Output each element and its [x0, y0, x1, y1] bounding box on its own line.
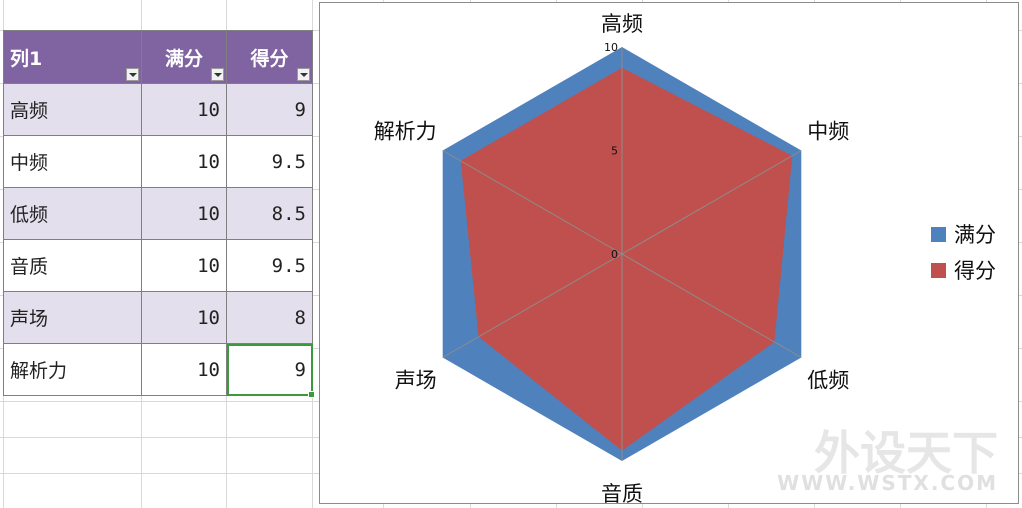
cell-label[interactable]: 低频	[3, 187, 142, 240]
category-label: 高频	[601, 12, 643, 36]
cell-score[interactable]: 9	[226, 83, 313, 136]
data-table: 列1 满分 得分 高频 10 9 中频 10 9.5 低频 10	[3, 30, 315, 398]
cell-label[interactable]: 声场	[3, 291, 142, 344]
legend-label: 满分	[954, 223, 996, 247]
header-row: 列1 满分 得分	[3, 30, 313, 84]
tick-label: 10	[604, 41, 618, 54]
column-header-score[interactable]: 得分	[226, 30, 313, 84]
legend-swatch	[931, 227, 946, 242]
column-header-full[interactable]: 满分	[141, 30, 227, 84]
category-label: 声场	[395, 369, 437, 393]
category-label: 中频	[807, 120, 849, 144]
filter-dropdown-icon[interactable]	[126, 68, 139, 81]
filter-dropdown-icon[interactable]	[297, 68, 310, 81]
cell-score-selected[interactable]: 9	[226, 343, 315, 398]
cell-full[interactable]: 10	[141, 187, 227, 240]
cell-label[interactable]: 中频	[3, 135, 142, 188]
filter-dropdown-icon[interactable]	[211, 68, 224, 81]
category-label: 解析力	[374, 120, 437, 144]
table-row: 音质 10 9.5	[3, 239, 313, 292]
cell-label[interactable]: 音质	[3, 239, 142, 292]
table-row: 解析力 10 9	[3, 343, 315, 398]
cell-full[interactable]: 10	[141, 83, 227, 136]
column-header-label[interactable]: 列1	[3, 30, 142, 84]
cell-score-value: 9	[294, 358, 306, 381]
radar-spoke	[442, 150, 623, 255]
cell-label[interactable]: 解析力	[3, 343, 142, 396]
legend-swatch	[931, 263, 946, 278]
cell-label[interactable]: 高频	[3, 83, 142, 136]
cell-full[interactable]: 10	[141, 291, 227, 344]
fill-handle[interactable]	[308, 391, 315, 398]
cell-score[interactable]: 9.5	[226, 135, 313, 188]
cell-score[interactable]: 8	[226, 291, 313, 344]
radar-spoke	[442, 253, 623, 358]
series-area-1[interactable]	[460, 67, 793, 451]
cell-score[interactable]: 8.5	[226, 187, 313, 240]
column-header-full-text: 满分	[164, 47, 203, 70]
cell-score[interactable]: 9.5	[226, 239, 313, 292]
table-row: 中频 10 9.5	[3, 135, 313, 188]
tick-label: 5	[611, 145, 618, 158]
legend-label: 得分	[954, 259, 996, 283]
tick-label: 0	[611, 248, 618, 261]
radar-spoke	[621, 150, 802, 255]
watermark-logo: 外设天下	[814, 426, 998, 480]
radar-chart-area[interactable]: 0 5 10 高频中频低频音质 声场 解析力满分得分外设天下 WWW.WSTX.COM	[319, 2, 1019, 504]
watermark-site: WWW.WSTX.COM	[777, 471, 998, 495]
column-header-score-text: 得分	[250, 47, 289, 70]
category-label: 低频	[807, 369, 849, 393]
category-label: 音质	[601, 482, 643, 503]
cell-full[interactable]: 10	[141, 239, 227, 292]
column-header-label-text: 列1	[10, 47, 43, 70]
table-row: 高频 10 9	[3, 83, 313, 136]
table-row: 低频 10 8.5	[3, 187, 313, 240]
cell-full[interactable]: 10	[141, 135, 227, 188]
cell-full[interactable]: 10	[141, 343, 227, 396]
radar-spoke	[621, 253, 802, 358]
table-row: 声场 10 8	[3, 291, 313, 344]
